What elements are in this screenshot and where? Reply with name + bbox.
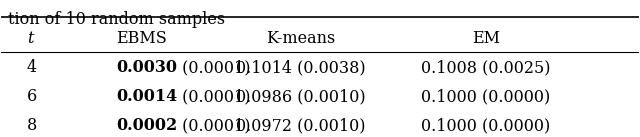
Text: 0.1000 (0.0000): 0.1000 (0.0000) bbox=[421, 117, 550, 134]
Text: K-means: K-means bbox=[266, 30, 335, 47]
Text: 8: 8 bbox=[27, 117, 37, 134]
Text: 0.1014 (0.0038): 0.1014 (0.0038) bbox=[236, 59, 365, 76]
Text: EM: EM bbox=[472, 30, 500, 47]
Text: 0.0002: 0.0002 bbox=[116, 117, 177, 134]
Text: 6: 6 bbox=[27, 88, 37, 105]
Text: 0.0030: 0.0030 bbox=[116, 59, 177, 76]
Text: 0.1000 (0.0000): 0.1000 (0.0000) bbox=[421, 88, 550, 105]
Text: tion of 10 random samples: tion of 10 random samples bbox=[8, 11, 225, 28]
Text: 0.0972 (0.0010): 0.0972 (0.0010) bbox=[236, 117, 365, 134]
Text: 0.1008 (0.0025): 0.1008 (0.0025) bbox=[421, 59, 550, 76]
Text: (0.0001): (0.0001) bbox=[177, 117, 250, 134]
Text: t: t bbox=[27, 30, 33, 47]
Text: 4: 4 bbox=[27, 59, 37, 76]
Text: (0.0001): (0.0001) bbox=[177, 88, 250, 105]
Text: (0.0001): (0.0001) bbox=[177, 59, 250, 76]
Text: 0.0014: 0.0014 bbox=[116, 88, 177, 105]
Text: EBMS: EBMS bbox=[116, 30, 167, 47]
Text: 0.0986 (0.0010): 0.0986 (0.0010) bbox=[236, 88, 365, 105]
